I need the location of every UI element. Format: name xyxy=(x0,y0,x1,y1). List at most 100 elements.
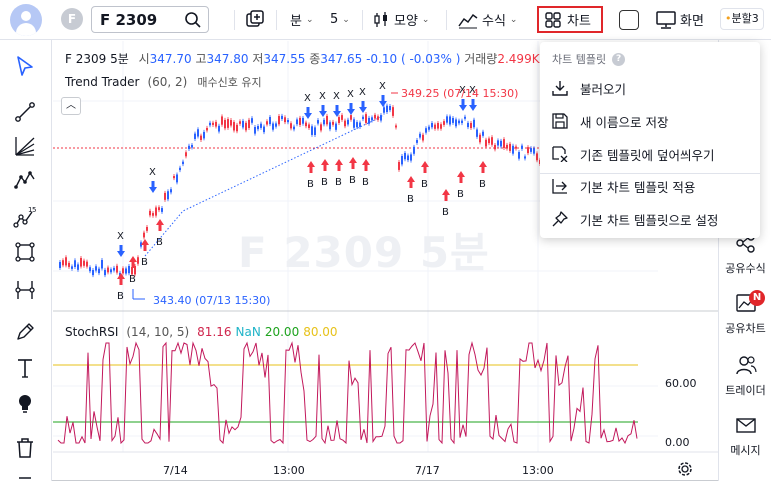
traders-button[interactable]: 트레이더 xyxy=(719,354,771,398)
candle xyxy=(206,127,208,131)
menu-item-label: 기존 템플릿에 덮어씌우기 xyxy=(580,147,715,163)
menu-item-overwrite[interactable]: 기존 템플릿에 덮어씌우기 xyxy=(540,138,760,170)
menu-divider xyxy=(540,173,760,174)
menu-item-label: 기본 차트 템플릿 적용 xyxy=(580,179,696,195)
trash-icon[interactable] xyxy=(13,436,37,460)
sell-label: X xyxy=(319,91,326,102)
buy-arrow xyxy=(421,161,429,173)
toolbar-divider xyxy=(446,10,447,30)
chevron-down-icon: ⌄ xyxy=(305,14,314,25)
candle xyxy=(491,137,493,145)
candle xyxy=(341,115,343,120)
candle xyxy=(476,129,478,137)
menu-item-label: 새 이름으로 저장 xyxy=(580,114,669,130)
message-button[interactable]: 메시지 xyxy=(719,414,771,458)
chart-style-button[interactable]: 모양 ⌄ xyxy=(372,6,429,33)
candle xyxy=(386,105,388,113)
indicator-params: (60, 2) xyxy=(147,75,188,89)
buy-label: B xyxy=(421,179,428,190)
candle xyxy=(356,122,358,128)
pattern-icon[interactable] xyxy=(13,168,37,192)
candle xyxy=(416,140,418,143)
cursor-arrow-icon[interactable] xyxy=(13,54,37,78)
candle xyxy=(284,117,286,123)
time-label: 7/14 xyxy=(163,464,188,477)
stoch-name: StochRSI xyxy=(65,325,119,339)
candle xyxy=(323,119,325,125)
candle xyxy=(494,144,496,150)
candle xyxy=(116,265,118,273)
layout-square-icon[interactable] xyxy=(619,10,639,30)
fib-fan-icon[interactable] xyxy=(13,134,37,158)
interval-value-dropdown[interactable]: 5 ⌄ xyxy=(330,6,350,33)
candle xyxy=(458,120,460,124)
candle xyxy=(329,122,331,130)
add-compare-icon[interactable] xyxy=(244,9,266,31)
stoch-legend[interactable]: StochRSI (14, 10, 5) 81.16 NaN 20.00 80.00 xyxy=(65,325,338,339)
buy-arrow xyxy=(407,176,415,188)
menu-item-load[interactable]: 불러오기 xyxy=(540,72,760,104)
svg-text:5: 5 xyxy=(32,206,36,214)
candle xyxy=(245,122,247,131)
chart-template-menu: 차트 템플릿? 불러오기 새 이름으로 저장 기존 템플릿에 덮어씌우기 기본 … xyxy=(540,42,760,238)
collapse-legend-button[interactable]: ︿ xyxy=(61,97,81,115)
candle xyxy=(92,270,94,276)
indicator-line-icon xyxy=(458,13,478,28)
trend-trader-line xyxy=(144,115,384,257)
menu-item-set-default[interactable]: 기본 차트 템플릿으로 설정 xyxy=(540,203,760,235)
candle xyxy=(137,257,139,264)
candle xyxy=(233,122,235,131)
indicators-button[interactable]: 수식 ⌄ xyxy=(458,6,517,33)
menu-item-apply-default[interactable]: 기본 차트 템플릿 적용 xyxy=(540,170,760,202)
measure-range-icon[interactable] xyxy=(13,278,37,302)
lightbulb-icon[interactable] xyxy=(13,392,37,416)
candle xyxy=(512,145,514,154)
candle xyxy=(443,121,445,125)
candle xyxy=(272,123,274,130)
sell-arrow xyxy=(459,99,467,111)
shared-formula-button[interactable]: 공유수식 xyxy=(719,232,771,276)
gear-icon[interactable] xyxy=(678,462,692,476)
avatar[interactable] xyxy=(10,4,42,36)
pencil-icon[interactable] xyxy=(13,320,37,344)
rectangle-shape-icon[interactable] xyxy=(13,240,37,264)
symbol-search-box[interactable]: F 2309 xyxy=(91,6,209,33)
text-tool-icon[interactable] xyxy=(13,356,37,380)
stoch-value-1: 81.16 xyxy=(197,325,232,339)
legend-volume: 2.499K xyxy=(497,52,540,66)
sell-label: X xyxy=(379,81,386,92)
high-price-label: 349.25 (07/14 15:30) xyxy=(401,87,518,100)
candle xyxy=(317,120,319,124)
indicator-legend[interactable]: Trend Trader (60, 2) 매수신호 유지 xyxy=(65,74,262,90)
sell-arrow xyxy=(304,107,312,119)
candle xyxy=(140,242,142,247)
legend-low-label: 저 xyxy=(252,52,264,66)
candle xyxy=(398,161,400,170)
candle xyxy=(104,269,106,276)
shared-chart-button[interactable]: N 공유차트 xyxy=(719,290,771,336)
svg-text:1: 1 xyxy=(28,206,32,214)
candle xyxy=(236,124,238,132)
more-tools-icon[interactable] xyxy=(13,470,37,481)
split-layout-button[interactable]: •분할3 xyxy=(720,8,764,30)
candle xyxy=(518,152,520,159)
candle xyxy=(350,115,352,120)
candle xyxy=(464,116,466,119)
candle xyxy=(191,144,193,148)
screen-button[interactable]: 화면 xyxy=(656,6,704,33)
trend-line-icon[interactable] xyxy=(13,100,37,124)
help-icon[interactable]: ? xyxy=(612,52,626,66)
search-icon[interactable] xyxy=(184,11,202,29)
menu-item-save-as[interactable]: 새 이름으로 저장 xyxy=(540,105,760,137)
candle xyxy=(80,257,82,267)
buy-label: B xyxy=(479,179,486,190)
candle xyxy=(308,124,310,129)
chart-template-button[interactable]: 차트 xyxy=(537,6,603,33)
interval-unit-dropdown[interactable]: 분 ⌄ xyxy=(290,6,314,33)
candle xyxy=(395,125,397,128)
sell-arrow xyxy=(359,101,367,113)
legend-high: 347.80 xyxy=(206,52,249,66)
buy-label: B xyxy=(307,179,314,190)
